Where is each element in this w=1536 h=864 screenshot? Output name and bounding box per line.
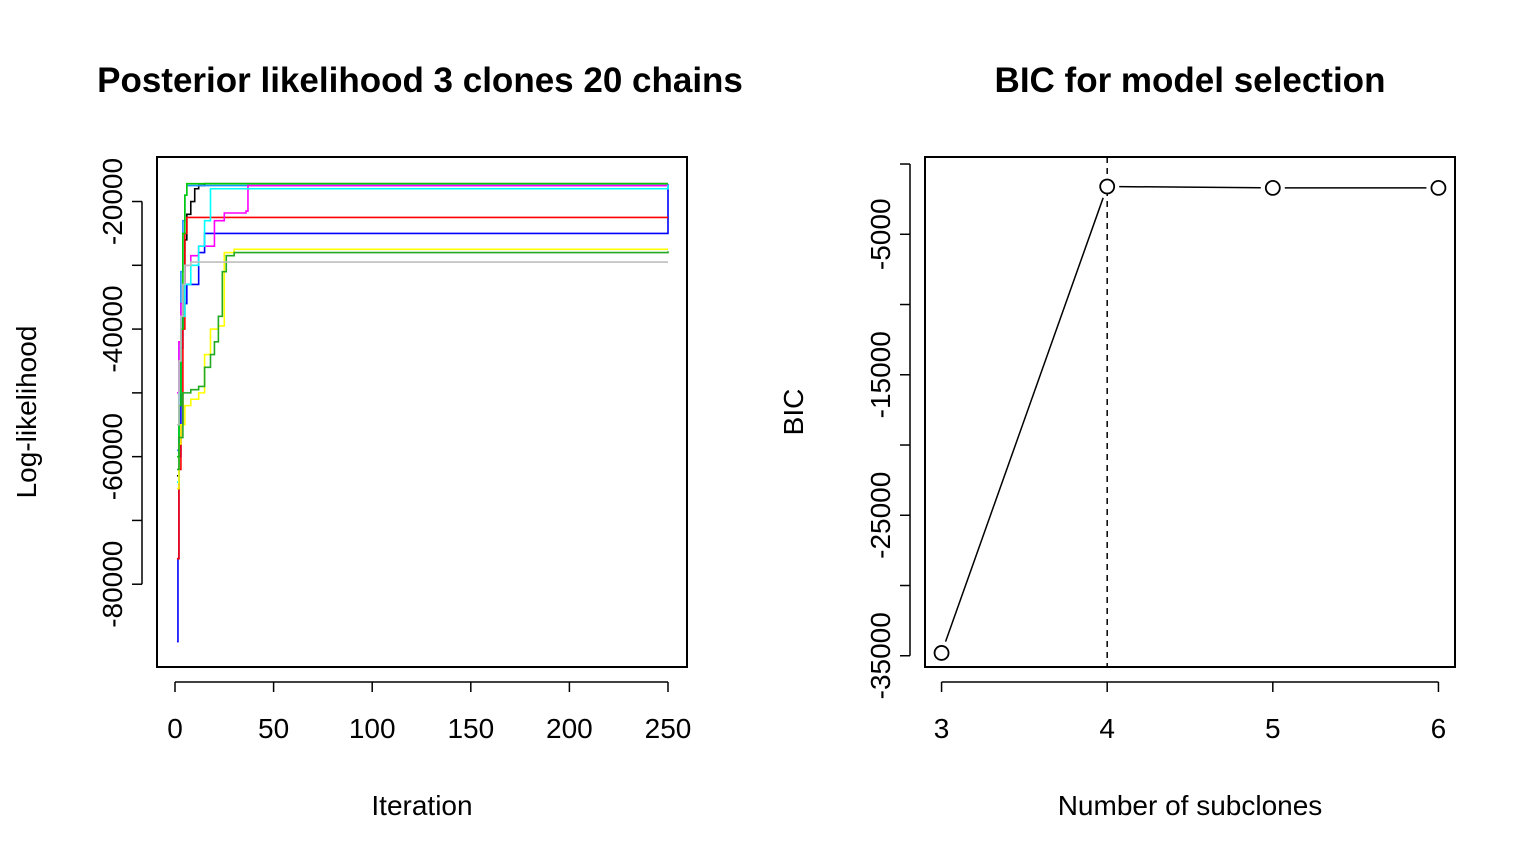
left-series-line-8	[176, 182, 668, 458]
left-series-line-10	[176, 261, 668, 426]
left-y-tick-label: -20000	[97, 158, 128, 245]
right-chart-title: BIC for model selection	[995, 61, 1386, 100]
left-x-tick-label: 100	[349, 713, 396, 744]
left-plot-box	[156, 156, 688, 668]
bic-point-5	[1264, 180, 1281, 196]
right-x-tick-label: 3	[934, 713, 950, 744]
bic-point-6	[1430, 180, 1447, 196]
left-series-line-1	[176, 182, 668, 477]
bic-point-4	[1099, 178, 1116, 195]
left-y-tick-label: -80000	[97, 541, 128, 628]
right-plot-box	[924, 156, 1456, 668]
bic-line-segment	[944, 197, 1104, 642]
left-y-axis-label: Log-likelihood	[11, 326, 42, 499]
left-chart-title: Posterior likelihood 3 clones 20 chains	[97, 61, 743, 100]
right-y-tick-label: -25000	[865, 472, 896, 559]
left-x-tick-label: 250	[645, 713, 692, 744]
left-y-tick-label: -40000	[97, 285, 128, 372]
left-x-tick-label: 200	[546, 713, 593, 744]
right-y-tick-label: -5000	[865, 198, 896, 270]
right-y-axis-label: BIC	[778, 389, 809, 436]
right-x-tick-label: 4	[1099, 713, 1115, 744]
left-y-tick-label: -60000	[97, 413, 128, 500]
left-series-line-7	[176, 248, 668, 490]
bic-point-3	[933, 645, 950, 661]
bic-panel: BIC for model selection 3 4 5 6 -35000 -25000…	[778, 61, 1456, 821]
left-series-line-6	[176, 184, 669, 483]
left-x-axis-label: Iteration	[371, 790, 472, 821]
left-x-tick-label: 0	[167, 713, 183, 744]
bic-line-segment	[1119, 185, 1261, 189]
right-x-tick-label: 5	[1265, 713, 1281, 744]
left-x-tick-label: 50	[258, 713, 289, 744]
right-x-axis-label: Number of subclones	[1058, 790, 1323, 821]
left-series-line-4	[176, 216, 668, 560]
right-x-tick-label: 6	[1431, 713, 1447, 744]
left-x-tick-label: 150	[447, 713, 494, 744]
posterior-likelihood-panel: Posterior likelihood 3 clones 20 chains …	[11, 61, 743, 821]
left-series-line-9	[176, 251, 669, 471]
right-y-tick-label: -15000	[865, 331, 896, 418]
left-series-line-2	[176, 184, 669, 452]
right-y-tick-label: -35000	[865, 612, 896, 699]
